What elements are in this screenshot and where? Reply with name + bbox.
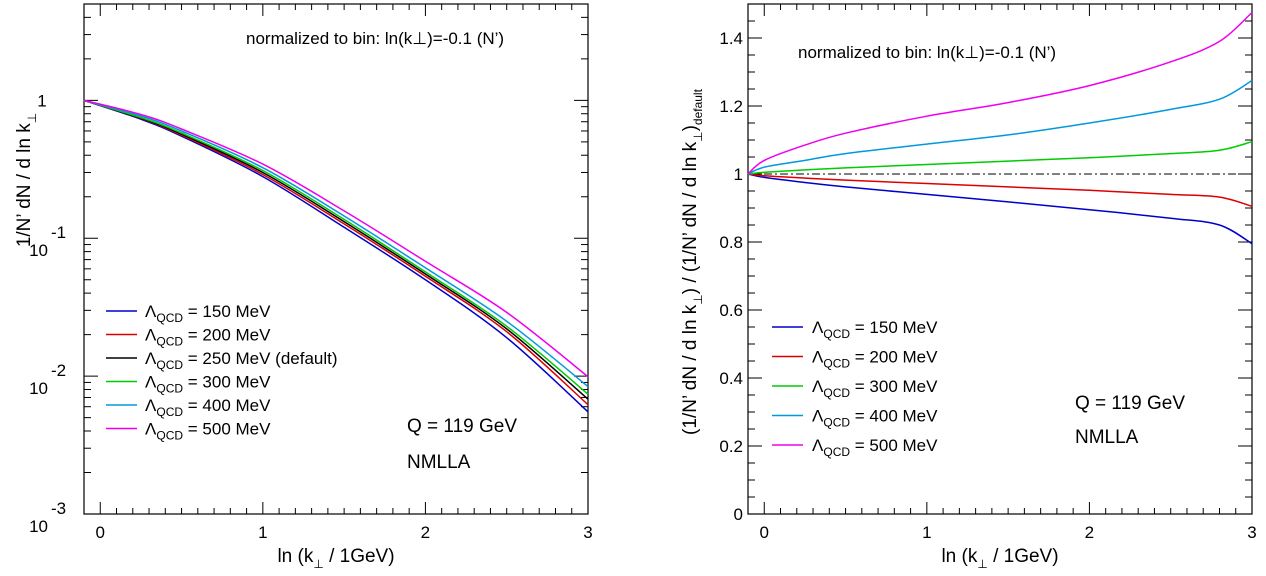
left-plot-frame bbox=[83, 3, 589, 515]
left-series-line bbox=[83, 99, 589, 378]
right-series-line bbox=[747, 173, 1253, 245]
left-info-method: NMLLA bbox=[407, 452, 471, 473]
right-chart: 0 1 2 3 0 0.2 0.4 0.6 0.8 1 1.2 1.4 normalized to b… bbox=[680, 3, 1257, 571]
right-info-method: NMLLA bbox=[1075, 427, 1139, 448]
right-annotation: normalized to bin: ln(k⊥)=-0.1 (N’) bbox=[798, 43, 1056, 62]
left-x-tick-label: 2 bbox=[421, 523, 430, 542]
right-legend-entry: ΛQCD = 150 MeV bbox=[812, 318, 938, 341]
right-plot-frame bbox=[747, 3, 1253, 515]
left-x-tick-label: 3 bbox=[583, 523, 592, 542]
left-y-tick-exponent: -1 bbox=[51, 223, 66, 242]
left-y-tick-exponent: -3 bbox=[51, 499, 66, 518]
right-series-line bbox=[747, 79, 1253, 175]
left-series-lines bbox=[83, 99, 589, 413]
right-y-tick-label: 0.8 bbox=[719, 233, 743, 252]
right-legend-entry: ΛQCD = 500 MeV bbox=[812, 436, 938, 459]
right-y-tick-label: 0.6 bbox=[719, 301, 743, 320]
left-info-energy: Q = 119 GeV bbox=[407, 416, 517, 437]
left-x-tick-label: 1 bbox=[258, 523, 267, 542]
right-series-line bbox=[747, 140, 1253, 175]
left-annotation: normalized to bin: ln(k⊥)=-0.1 (N’) bbox=[246, 29, 504, 48]
left-legend-entry: ΛQCD = 500 MeV bbox=[145, 420, 271, 443]
left-legend-entry: ΛQCD = 200 MeV bbox=[145, 326, 271, 349]
right-x-tick-label: 3 bbox=[1247, 523, 1256, 542]
left-y-tick-label: 1 bbox=[37, 91, 46, 110]
left-y-axis-label: 1/N’ dN / d ln k⊥ bbox=[14, 113, 39, 247]
left-y-tick-exponent: -2 bbox=[51, 361, 66, 380]
right-ticks: 0 1 2 3 0 0.2 0.4 0.6 0.8 1 1.2 1.4 bbox=[719, 3, 1257, 542]
right-legend-entry: ΛQCD = 200 MeV bbox=[812, 348, 938, 371]
right-y-tick-label: 0 bbox=[734, 505, 743, 524]
right-y-tick-label: 1.4 bbox=[719, 29, 743, 48]
left-legend-entry: ΛQCD = 400 MeV bbox=[145, 396, 271, 419]
right-y-axis-label: (1/N’ dN / d ln k⊥) / (1/N’ dN / d ln k⊥… bbox=[680, 88, 705, 435]
right-y-tick-label: 1 bbox=[734, 165, 743, 184]
left-series-line bbox=[83, 99, 589, 388]
left-y-tick-label: 10 bbox=[29, 241, 48, 260]
right-x-tick-label: 2 bbox=[1085, 523, 1094, 542]
right-series-line bbox=[747, 173, 1253, 208]
left-y-tick-label: 10 bbox=[29, 379, 48, 398]
right-legend-entry: ΛQCD = 400 MeV bbox=[812, 407, 938, 430]
right-x-tick-label: 1 bbox=[922, 523, 931, 542]
left-legend-entry: ΛQCD = 300 MeV bbox=[145, 373, 271, 396]
right-info-energy: Q = 119 GeV bbox=[1075, 393, 1185, 414]
left-legend-entry: ΛQCD = 250 MeV (default) bbox=[145, 349, 338, 372]
right-x-tick-label: 0 bbox=[760, 523, 769, 542]
right-legend-entry: ΛQCD = 300 MeV bbox=[812, 377, 938, 400]
left-series-line bbox=[83, 99, 589, 395]
left-x-axis-label: ln (k⊥ / 1GeV) bbox=[277, 546, 394, 571]
right-series-line bbox=[747, 11, 1253, 175]
right-series-lines bbox=[747, 11, 1253, 245]
right-legend: ΛQCD = 150 MeV ΛQCD = 200 MeV ΛQCD = 300 M… bbox=[772, 318, 938, 459]
right-y-tick-label: 0.4 bbox=[719, 369, 743, 388]
left-x-tick-label: 0 bbox=[96, 523, 105, 542]
left-legend-entry: ΛQCD = 150 MeV bbox=[145, 302, 271, 325]
left-y-tick-label: 10 bbox=[29, 517, 48, 536]
right-y-tick-label: 1.2 bbox=[719, 97, 743, 116]
right-x-axis-label: ln (k⊥ / 1GeV) bbox=[941, 546, 1058, 571]
right-y-tick-label: 0.2 bbox=[719, 437, 743, 456]
